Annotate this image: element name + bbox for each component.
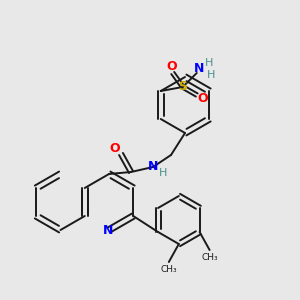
Text: H: H bbox=[205, 58, 213, 68]
Text: O: O bbox=[197, 92, 208, 104]
Text: O: O bbox=[167, 61, 177, 74]
Text: O: O bbox=[110, 142, 120, 155]
Text: CH₃: CH₃ bbox=[201, 253, 218, 262]
Text: H: H bbox=[207, 70, 215, 80]
Text: N: N bbox=[148, 160, 158, 173]
Text: N: N bbox=[103, 224, 113, 238]
Text: H: H bbox=[159, 168, 167, 178]
Text: N: N bbox=[194, 62, 204, 76]
Text: CH₃: CH₃ bbox=[160, 265, 177, 274]
Text: S: S bbox=[178, 80, 187, 94]
